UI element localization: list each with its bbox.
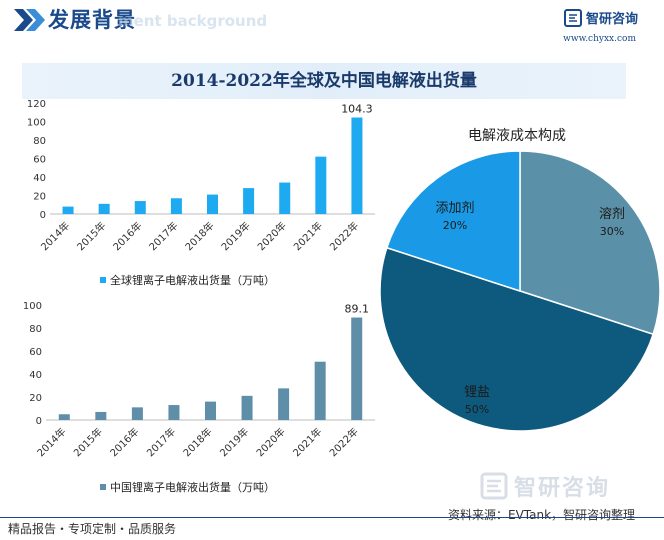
x-tick-label: 2016年 [110,219,144,253]
brand-logo-icon [563,8,582,27]
chart-main-title: 2014-2022年全球及中国电解液出货量 [22,63,626,99]
bar [243,188,255,214]
pie-slice-label: 溶剂 [599,207,625,222]
y-tick-label: 0 [40,210,46,221]
x-tick-label: 2020年 [253,425,287,459]
x-tick-label: 2019年 [218,219,252,253]
bar [62,206,74,214]
bar [205,401,216,420]
pie-slice [385,150,521,293]
y-tick-label: 120 [27,99,46,110]
footer-divider [0,517,664,518]
bar [98,203,110,214]
bar [278,388,290,420]
china-bar-chart: 0 20 40 60 80 100 2014年 2015年 2016年 2017年 2018年 201… [23,301,375,494]
bar [279,182,291,214]
brand-logo: 智研咨询 [563,8,638,27]
pie-slice-label: 锂盐 [464,385,490,400]
bar [95,411,107,420]
brand-name: 智研咨询 [585,12,638,27]
bar [315,156,327,214]
y-tick-label: 100 [27,118,46,129]
x-tick-label: 2015年 [74,219,108,253]
bar [170,198,182,214]
watermark-text: 智研咨询 [514,476,611,501]
x-tick-label: 2015年 [71,425,105,459]
pie-slice-label: 添加剂 [435,201,474,216]
legend-swatch [100,277,106,283]
footer-slogan: 精品报告・专项定制・品质服务 [8,522,177,536]
bar [134,201,146,214]
x-tick-label: 2020年 [255,219,289,253]
section-title: 发展背景 [48,8,136,32]
bar [131,407,143,420]
bar [351,317,363,420]
bar [314,361,326,420]
y-tick-label: 40 [33,173,46,184]
bar [58,414,70,420]
watermark-logo-icon [480,472,508,500]
legend-swatch [100,484,106,490]
y-tick-label: 80 [29,324,42,335]
x-tick-label: 2019年 [217,425,251,459]
header: 发展背景 ment background 智研咨询 www.chyxx.com [0,0,664,46]
legend-label: 全球锂离子电解液出货量（万吨） [110,273,275,287]
x-tick-label: 2014年 [38,219,72,253]
x-tick-label: 2021年 [290,425,324,459]
pie-slice [379,246,655,432]
x-tick-label: 2016年 [107,425,141,459]
legend-label: 中国锂离子电解液出货量（万吨） [110,480,275,494]
bar [351,117,363,214]
y-tick-label: 20 [29,393,42,404]
pie-slice-percent: 30% [600,225,624,238]
pie-slice [519,150,661,336]
x-tick-label: 2018年 [180,425,214,459]
data-label: 104.3 [341,103,373,116]
bar [241,395,253,420]
y-tick-label: 60 [29,347,42,358]
y-tick-label: 20 [33,192,46,203]
chevron-right-icon [14,9,45,31]
x-tick-label: 2022年 [327,425,361,459]
section-subtitle-en: ment background [118,12,268,30]
data-source: 资料来源：EVTank，智研咨询整理 [448,508,636,522]
y-tick-label: 80 [33,136,46,147]
x-tick-label: 2021年 [291,219,325,253]
y-tick-label: 60 [33,155,46,166]
pie-title: 电解液成本构成 [468,128,566,144]
y-tick-label: 100 [23,301,42,312]
y-tick-label: 0 [36,416,42,427]
watermark-logo: 智研咨询 [480,470,610,502]
x-tick-label: 2017年 [144,425,178,459]
pie-slice-percent: 20% [443,219,467,232]
x-tick-label: 2014年 [34,425,68,459]
bar [207,194,218,214]
x-tick-label: 2018年 [182,219,216,253]
data-label: 89.1 [344,303,369,316]
x-tick-label: 2022年 [327,219,361,253]
x-tick-label: 2017年 [146,219,180,253]
y-tick-label: 40 [29,370,42,381]
website-url: www.chyxx.com [563,34,636,44]
bar [168,405,180,420]
pie-slice-percent: 50% [465,403,489,416]
global-bar-chart: 0 20 40 60 80 100 120 2014年 2015年 2016年 2017年 2018年… [27,99,375,287]
